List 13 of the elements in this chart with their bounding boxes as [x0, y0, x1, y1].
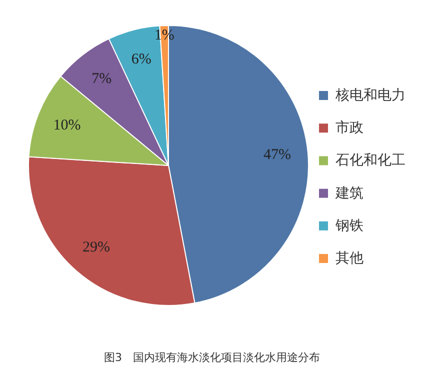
legend-label: 市政 [336, 120, 364, 136]
data-label: 6% [131, 52, 152, 68]
data-label: 29% [82, 239, 110, 256]
legend-label: 其他 [336, 250, 364, 266]
legend-label: 建筑 [334, 185, 364, 202]
data-label: 47% [263, 147, 291, 164]
legend-label: 钢铁 [334, 218, 364, 234]
caption: 图3 国内现有海水淡化项目淡化水用途分布 [104, 351, 320, 364]
data-label: 10% [53, 117, 81, 134]
legend-label: 石化和化工 [336, 152, 406, 169]
data-label: 7% [92, 71, 112, 88]
legend-label: 核电和电力 [334, 88, 406, 104]
data-label: 1% [154, 27, 174, 44]
